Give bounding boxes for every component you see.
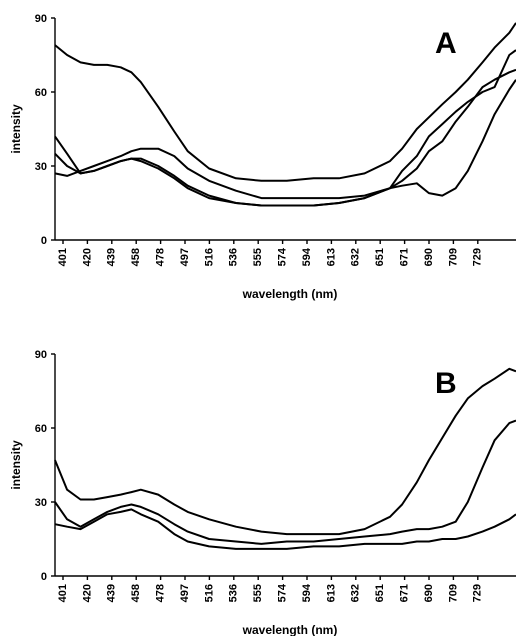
x-tick-label: 709 (447, 248, 459, 266)
x-tick-label: 651 (374, 248, 386, 266)
y-ticks: 0 30 60 90 (35, 13, 55, 247)
x-tick-label: 594 (301, 247, 313, 266)
y-tick-label: 60 (35, 423, 47, 435)
x-tick-label: 729 (472, 248, 484, 266)
x-tick-label: 458 (130, 584, 142, 602)
x-tick-label: 516 (203, 584, 215, 602)
x-axis-title: wavelength (nm) (242, 623, 338, 636)
series-line-3 (54, 508, 516, 550)
x-tick-label: 729 (472, 584, 484, 602)
x-ticks: 401 420 439 458 478 497 516 536 555 574 594 613 632 6… (57, 576, 484, 602)
x-tick-label: 613 (325, 584, 337, 602)
x-tick-label: 458 (130, 248, 142, 266)
y-tick-label: 90 (35, 349, 47, 361)
series-group (54, 22, 516, 207)
x-tick-label: 420 (81, 584, 93, 602)
series-line-1 (54, 22, 516, 182)
x-tick-label: 497 (179, 248, 191, 266)
series-line-1 (54, 367, 516, 536)
y-tick-label: 60 (35, 87, 47, 99)
x-tick-label: 536 (228, 248, 240, 266)
y-tick-label: 0 (41, 571, 47, 583)
x-tick-label: 439 (106, 584, 118, 602)
x-tick-label: 420 (81, 248, 93, 266)
x-tick-label: 632 (350, 584, 362, 602)
x-tick-label: 690 (423, 248, 435, 266)
x-tick-label: 671 (399, 584, 411, 602)
x-tick-label: 401 (57, 248, 69, 266)
y-tick-label: 0 (41, 235, 47, 247)
x-tick-label: 478 (155, 248, 167, 266)
x-tick-label: 574 (277, 247, 289, 266)
y-tick-label: 30 (35, 161, 47, 173)
panel-label-b: B (435, 367, 457, 400)
series-line-2 (54, 79, 516, 200)
series-line-2 (54, 419, 516, 545)
series-group (54, 367, 516, 550)
x-tick-label: 516 (203, 248, 215, 266)
y-tick-label: 90 (35, 13, 47, 25)
x-tick-label: 555 (252, 584, 264, 602)
series-line-3 (54, 49, 516, 207)
x-tick-label: 574 (277, 583, 289, 602)
x-tick-label: 709 (447, 584, 459, 602)
x-tick-label: 497 (179, 584, 191, 602)
x-tick-label: 594 (301, 583, 313, 602)
series-line-4 (54, 68, 516, 207)
x-tick-label: 555 (252, 248, 264, 266)
y-tick-label: 30 (35, 497, 47, 509)
x-tick-label: 478 (155, 584, 167, 602)
x-tick-label: 401 (57, 584, 69, 602)
x-axis-title: wavelength (nm) (242, 287, 338, 301)
x-ticks: 401 420 439 458 478 497 516 536 555 574 594 613 632 6… (57, 240, 484, 266)
x-tick-label: 671 (399, 248, 411, 266)
y-ticks: 0 30 60 90 (35, 349, 55, 583)
y-axis-title: intensity (9, 104, 23, 154)
x-tick-label: 439 (106, 248, 118, 266)
panel-label-a: A (435, 27, 457, 60)
x-tick-label: 651 (374, 584, 386, 602)
chart-panel-b: 0 30 60 90 401 420 439 458 478 497 516 536 555 574 59… (9, 349, 516, 636)
x-tick-label: 690 (423, 584, 435, 602)
x-tick-label: 632 (350, 248, 362, 266)
y-axis-title: intensity (9, 440, 23, 490)
x-tick-label: 613 (325, 248, 337, 266)
x-tick-label: 536 (228, 584, 240, 602)
chart-panel-a: 0 30 60 90 401 420 439 458 478 497 516 536 555 574 59… (9, 13, 516, 301)
